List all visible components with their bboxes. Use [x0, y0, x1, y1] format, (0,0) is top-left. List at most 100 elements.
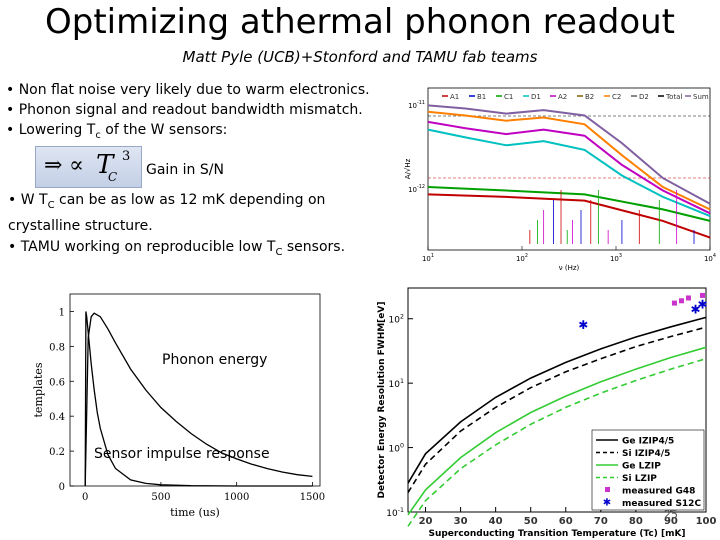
y-tick-label: 0.6 [49, 377, 65, 388]
bullet-text: can be as low as 12 mK depending on [54, 192, 326, 208]
noise-spectrum-chart: A1 B1 C1 D1 A2 B2 C2 D2 Total Sum 101 102 103 104 10-1… [404, 87, 716, 272]
y-axis-label: Detector Energy Resolution FWHM[eV] [377, 302, 387, 499]
y-axis-label: A/√Hz [404, 158, 412, 179]
page-number: 25 [664, 508, 678, 521]
bullet-subscript: C [275, 246, 283, 258]
x-tick-label: 500 [151, 492, 170, 503]
legend-label: Ge LZIP [622, 462, 661, 472]
y-tick-label: 0.8 [49, 342, 65, 353]
bullet-text: • Lowering T [6, 122, 96, 138]
phonon-energy-label: Phonon energy [162, 352, 268, 368]
x-tick-label: 1000 [224, 492, 249, 503]
bullet-item: • Phonon signal and readout bandwidth mi… [6, 102, 363, 118]
y-tick-label: 10-11 [408, 100, 425, 110]
bullet-list-2: • W TC can be as low as 12 mK depending … [8, 190, 345, 263]
legend-label: measured G48 [622, 487, 695, 497]
spectrum-series-c1 [427, 186, 711, 222]
spectrum-series-c2 [427, 110, 711, 211]
x-axis-label: ν (Hz) [559, 264, 580, 272]
legend-label: measured S12C [622, 499, 701, 509]
legend-label: B2 [585, 93, 594, 101]
y-tick-label: 100 [389, 443, 404, 455]
legend-label: D1 [531, 93, 541, 101]
proportional-symbol: ∝ [69, 153, 84, 178]
legend-label: B1 [477, 93, 486, 101]
marker-measured-s12c: ✱ [690, 302, 700, 316]
y-tick-label: 1 [59, 307, 65, 318]
implies-arrow: ⇒ [44, 153, 63, 178]
legend-box [591, 429, 705, 511]
x-axis-label: Superconducting Transition Temperature (… [428, 529, 685, 539]
bullet-item: • Non flat noise very likely due to warm… [6, 82, 370, 98]
bullet-text: • TAMU working on reproducible low T [8, 238, 276, 255]
sensor-impulse-label: Sensor impulse response [94, 446, 270, 462]
bullet-item: • W TC can be as low as 12 mK depending … [8, 190, 345, 216]
legend-swatch: ✱ [603, 498, 611, 509]
legend-label: Si LZIP [622, 474, 657, 484]
template-series-sensor-impulse-response [84, 311, 313, 487]
y-tick-label: 10-12 [408, 184, 425, 194]
spectrum-series-a1 [427, 193, 711, 239]
legend-label: A2 [558, 93, 567, 101]
x-tick-label: 70 [594, 516, 608, 527]
legend-label: C2 [612, 93, 621, 101]
bullet-item: • Lowering Tc of the W sensors: [6, 120, 370, 146]
spectrum-series-d1 [427, 128, 711, 218]
legend-label: Si IZIP4/5 [622, 449, 670, 459]
spectrum-series-sum [427, 104, 711, 205]
x-tick-label: 103 [610, 253, 622, 263]
formula-box: ⇒ ∝ T C 3 [35, 146, 142, 188]
legend-label: Total [665, 93, 682, 101]
formula-subscript: C [108, 170, 118, 184]
template-series-phonon-energy [84, 312, 313, 487]
marker-measured-g48 [671, 300, 677, 306]
bullet-subscript: c [95, 129, 101, 141]
curve-si-lzip [407, 357, 707, 527]
bullet-subscript: C [47, 199, 55, 211]
legend-label: Sum [693, 93, 709, 101]
marker-measured-s12c: ✱ [578, 318, 588, 332]
bullet-text: • W T [8, 192, 48, 208]
legend-label: A1 [450, 93, 459, 101]
x-tick-label: 60 [559, 516, 573, 527]
curve-ge-lzip [407, 346, 707, 516]
bullet-item: • TAMU working on reproducible low TC se… [8, 237, 345, 263]
curve-si-izip4-5 [407, 326, 707, 494]
y-tick-label: 10-1 [386, 507, 404, 519]
bullet-text: of the W sensors: [100, 122, 228, 138]
bullet-text: sensors. [282, 238, 346, 255]
x-axis-label: time (us) [170, 506, 220, 519]
y-tick-label: 0.2 [49, 447, 65, 458]
y-tick-label: 0 [59, 482, 65, 493]
bullet-list: • Non flat noise very likely due to warm… [6, 80, 370, 146]
x-tick-label: 100 [696, 516, 716, 527]
gain-label: Gain in S/N [146, 162, 224, 178]
x-tick-label: 90 [664, 516, 678, 527]
x-tick-label: 0 [82, 492, 88, 503]
templates-chart: 0 0.2 0.4 0.6 0.8 1 0 500 1000 1500 time (us) templ… [32, 293, 325, 519]
resolution-chart: 10-1 100 101 102 20 30 40 50 60 70 80 90 100 Supercon… [377, 287, 716, 539]
x-tick-label: 50 [524, 516, 538, 527]
legend-label: D2 [639, 93, 649, 101]
x-tick-label: 101 [422, 253, 434, 263]
y-tick-label: 101 [389, 378, 404, 390]
y-axis-label: templates [32, 362, 45, 417]
spectrum-series-a2 [427, 120, 711, 215]
y-tick-label: 102 [389, 314, 404, 326]
formula-variable: T [96, 150, 114, 180]
y-tick-label: 0.4 [49, 412, 65, 423]
bullet-item: crystalline structure. [8, 217, 153, 234]
marker-measured-g48 [678, 298, 684, 304]
slide-subtitle: Matt Pyle (UCB)+Stonford and TAMU fab te… [182, 48, 538, 66]
legend-label: C1 [504, 93, 513, 101]
x-tick-label: 102 [516, 253, 528, 263]
legend-swatch [605, 487, 610, 492]
x-tick-label: 1500 [300, 492, 325, 503]
slide-title: Optimizing athermal phonon readout [44, 2, 676, 42]
x-tick-label: 40 [489, 516, 503, 527]
x-tick-label: 20 [419, 516, 433, 527]
legend-label: Ge IZIP4/5 [622, 437, 674, 447]
marker-measured-g48 [699, 292, 705, 298]
plot-frame [427, 87, 711, 251]
x-tick-label: 104 [704, 253, 716, 263]
